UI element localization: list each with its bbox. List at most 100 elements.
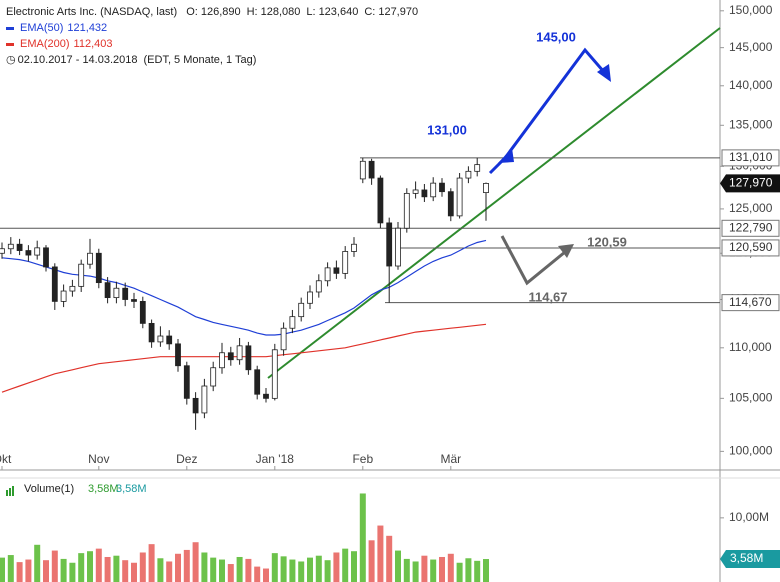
- volume-bar: [271, 553, 278, 582]
- volume-bar: [131, 562, 137, 582]
- y-tick-label: 10,00M: [729, 510, 769, 524]
- volume-bar: [219, 559, 225, 582]
- volume-bar: [430, 559, 437, 582]
- volume-bar: [386, 535, 393, 582]
- candle-body: [483, 182, 489, 194]
- annotation-label: 114,67: [528, 289, 567, 304]
- volume-bar: [280, 556, 287, 582]
- volume-bar: [95, 548, 102, 582]
- level-label: 131,010: [729, 150, 773, 164]
- candle-body: [95, 252, 102, 284]
- quote-name: H:: [246, 6, 258, 18]
- volume-bar: [25, 559, 32, 582]
- candle-body: [192, 397, 199, 414]
- volume-legend-value: 3,58M: [116, 483, 147, 495]
- candle-body: [412, 189, 419, 194]
- candle-body: [166, 335, 173, 345]
- volume-bar: [148, 544, 155, 582]
- candle-body: [25, 250, 32, 256]
- annotation-label: 145,00: [536, 29, 576, 44]
- y-tick-label: 140,000: [729, 78, 773, 92]
- x-tick-label: Okt: [0, 452, 12, 466]
- volume-bar: [412, 561, 419, 582]
- date-range: 02.10.2017 - 14.03.2018: [17, 54, 138, 66]
- volume-bar: [421, 555, 428, 582]
- candle-body: [289, 316, 296, 329]
- quote-value: 127,970: [378, 6, 419, 18]
- candle-body: [465, 170, 472, 179]
- level-label: 122,790: [729, 220, 773, 234]
- y-tick-label: 135,000: [729, 117, 773, 131]
- y-tick-label: 145,000: [729, 40, 773, 54]
- x-tick-label: Jan '18: [256, 452, 295, 466]
- volume-bar: [7, 555, 14, 582]
- candle-body: [227, 352, 234, 361]
- candle-body: [7, 243, 14, 250]
- candle-body: [439, 182, 445, 193]
- y-tick-label: 125,000: [729, 201, 773, 215]
- candle-body: [447, 191, 454, 217]
- quote-name: C:: [364, 6, 376, 18]
- volume-bar: [307, 557, 313, 582]
- volume-bar: [104, 556, 111, 582]
- candle-body: [298, 302, 305, 318]
- volume-bar: [342, 548, 349, 582]
- volume-bar: [439, 556, 445, 582]
- candle-body: [368, 160, 375, 179]
- legend-icon: [9, 488, 11, 496]
- y-tick-label: 105,000: [729, 391, 773, 405]
- arrowhead: [558, 244, 574, 258]
- header: Electronic Arts Inc. (NASDAQ, last) O: 12…: [6, 4, 424, 68]
- x-tick-label: Dez: [176, 452, 197, 466]
- candle-body: [210, 367, 217, 387]
- legend-icon: [6, 490, 8, 496]
- legend-label: EMA(200): [20, 38, 70, 50]
- volume-bar: [456, 562, 463, 582]
- candle-body: [236, 345, 243, 361]
- candle-body: [104, 282, 111, 299]
- volume-bar: [201, 552, 208, 582]
- volume-bar: [87, 551, 93, 582]
- chart-title: Electronic Arts Inc. (NASDAQ, last): [6, 6, 178, 18]
- volume-bar: [377, 525, 384, 582]
- volume-bar: [351, 551, 357, 582]
- candle-body: [430, 182, 437, 198]
- level-label: 120,590: [729, 240, 773, 254]
- candle-body: [113, 287, 120, 299]
- quote-value: 128,080: [260, 6, 301, 18]
- candle-body: [122, 287, 129, 300]
- candle-body: [219, 352, 225, 369]
- volume-last-box: [720, 550, 780, 569]
- volume-bar: [254, 566, 261, 582]
- x-tick-label: Mär: [440, 452, 461, 466]
- volume-bar: [395, 550, 401, 582]
- volume-bar: [324, 560, 331, 582]
- volume-bar: [483, 559, 489, 582]
- candle-body: [395, 227, 401, 267]
- candle-body: [315, 280, 322, 293]
- volume-bar: [289, 559, 296, 582]
- legend-icon: [12, 486, 14, 496]
- last-price-box: [720, 174, 780, 193]
- legend-value: 121,432: [67, 22, 108, 34]
- level-label: 114,670: [729, 295, 772, 309]
- quote-value: 123,640: [318, 6, 359, 18]
- legend-swatch: [6, 42, 14, 46]
- legend-swatch: [6, 26, 14, 30]
- volume-bar: [51, 550, 58, 582]
- candle-body: [175, 343, 181, 367]
- level-box: [721, 294, 780, 312]
- volume-bar: [16, 562, 23, 582]
- volume-bar: [0, 557, 5, 582]
- clock-icon: ◷: [6, 54, 16, 66]
- volume-legend: Volume(1): [24, 483, 74, 495]
- level-box: [721, 219, 780, 237]
- annotation-arrow: [500, 235, 566, 286]
- legend-row: EMA(200) 112,403: [6, 36, 424, 52]
- candle-body: [377, 177, 384, 224]
- candle-body: [78, 263, 85, 287]
- candle-body: [148, 322, 155, 343]
- candle-body: [280, 327, 287, 351]
- volume-bar: [333, 552, 340, 582]
